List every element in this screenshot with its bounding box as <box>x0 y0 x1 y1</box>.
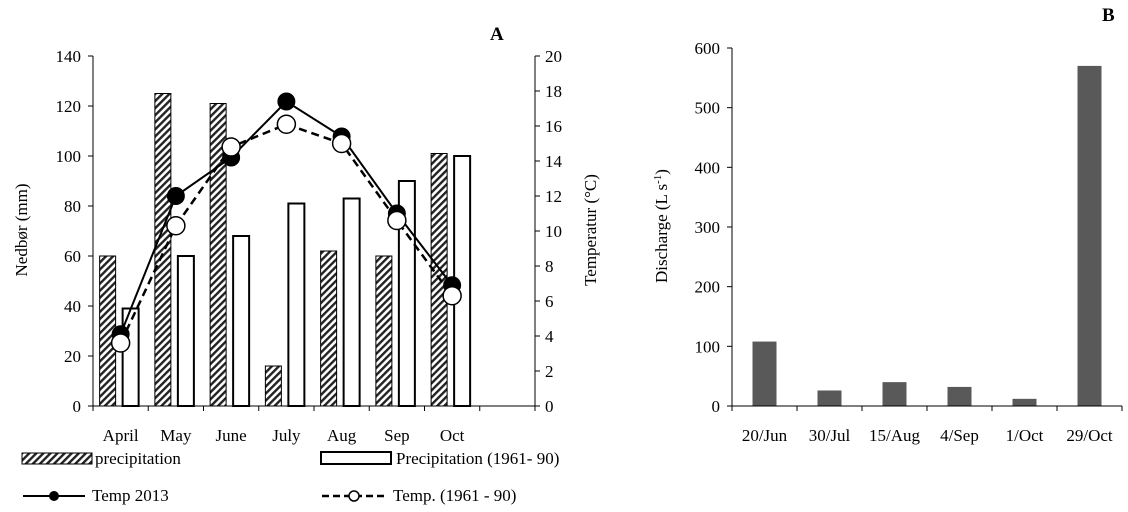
chart-a-x-tick-label: June <box>216 426 247 445</box>
chart-a-y2-tick-label: 4 <box>545 327 554 346</box>
chart-a-y-tick-label: 80 <box>64 197 81 216</box>
temp-2013-point <box>277 92 296 111</box>
chart-a-y-axis-title: Nedbør (mm) <box>12 183 31 276</box>
chart-a-y2-tick-label: 20 <box>545 47 562 66</box>
legend-marker-temp-2013 <box>49 491 59 501</box>
bar-precipitation-normal <box>287 202 306 407</box>
legend-label-temp-2013: Temp 2013 <box>92 486 169 505</box>
chart-b-y-tick-label: 500 <box>695 99 721 118</box>
chart-a-x-tick-label: July <box>272 426 301 445</box>
legend-label-temp-normal: Temp. (1961 - 90) <box>393 486 516 505</box>
chart-b-x-tick-label: 29/Oct <box>1066 426 1113 445</box>
temp-normal-point <box>387 210 407 231</box>
temp-normal-point <box>221 137 241 157</box>
temp-normal-point <box>276 114 297 134</box>
chart-b-x-tick-label: 20/Jun <box>742 426 788 445</box>
chart-a-x-tick-label: May <box>160 426 192 445</box>
legend-swatch-precipitation <box>21 452 93 465</box>
chart-a-y-tick-label: 20 <box>64 347 81 366</box>
chart-a-y-tick-label: 60 <box>64 247 81 266</box>
bar-precipitation-normal <box>232 235 251 407</box>
chart-a-y2-tick-label: 10 <box>545 222 562 241</box>
chart-a-y-tick-label: 0 <box>73 397 82 416</box>
chart-a-y2-tick-label: 12 <box>545 187 562 206</box>
chart-b-x-tick-label: 15/Aug <box>869 426 921 445</box>
legend-label-precipitation: precipitation <box>95 449 181 468</box>
chart-a-y2-tick-label: 16 <box>545 117 562 136</box>
chart-a-y2-tick-label: 0 <box>545 397 554 416</box>
chart-b-y-tick-label: 600 <box>695 39 721 58</box>
panel-b-label: B <box>1102 5 1115 26</box>
chart-a-y-tick-label: 140 <box>56 47 82 66</box>
chart-a-y-tick-label: 100 <box>56 147 82 166</box>
chart-a-legend: precipitation Precipitation (1961- 90) T… <box>21 449 559 505</box>
chart-a: A Nedbør (mm) Temperatur (°C) 0204060801… <box>12 24 600 505</box>
chart-a-x-tick-label: Oct <box>440 426 465 445</box>
chart-b-y-tick-label: 100 <box>695 337 721 356</box>
chart-a-y2-tick-label: 18 <box>545 82 562 101</box>
temp-2013-point <box>166 187 185 205</box>
chart-b-y-tick-label: 200 <box>695 278 721 297</box>
chart-a-y2-tick-label: 6 <box>545 292 554 311</box>
bar-discharge <box>882 382 907 406</box>
temp-normal-point <box>110 333 131 353</box>
bar-discharge <box>1077 65 1102 407</box>
panel-a-label: A <box>490 24 504 45</box>
bar-precipitation-normal <box>176 255 195 407</box>
chart-a-y-tick-label: 120 <box>56 97 82 116</box>
legend-marker-temp-normal <box>348 490 360 502</box>
bar-discharge <box>817 390 842 406</box>
chart-a-x-tick-label: Sep <box>384 426 410 445</box>
chart-b-x-tick-label: 1/Oct <box>1006 426 1044 445</box>
bar-precipitation <box>320 250 338 407</box>
chart-b-x-tick-label: 4/Sep <box>940 426 979 445</box>
bar-discharge <box>752 341 777 406</box>
bar-precipitation-normal <box>342 197 361 407</box>
bar-discharge <box>1012 398 1037 406</box>
legend-swatch-precipitation-normal <box>320 451 392 465</box>
legend-label-precipitation-normal: Precipitation (1961- 90) <box>396 449 559 468</box>
temp-normal-point <box>442 286 462 306</box>
chart-b-y-tick-label: 400 <box>695 158 721 177</box>
bar-discharge <box>947 386 972 406</box>
bar-precipitation <box>264 365 282 407</box>
chart-b-y-tick-label: 0 <box>712 397 721 416</box>
chart-b-y-axis-title: Discharge (L s-1) <box>652 169 671 283</box>
chart-a-y2-axis-title: Temperatur (°C) <box>581 174 600 286</box>
chart-a-y-tick-label: 40 <box>64 297 81 316</box>
chart-a-y2-tick-label: 14 <box>545 152 563 171</box>
chart-b-y-tick-label: 300 <box>695 218 721 237</box>
chart-b: B Discharge (L s-1) 0100200300400500600 … <box>652 5 1123 445</box>
chart-b-x-tick-label: 30/Jul <box>809 426 851 445</box>
chart-a-y2-tick-label: 2 <box>545 362 554 381</box>
chart-a-y2-tick-label: 8 <box>545 257 554 276</box>
temp-normal-point <box>331 133 352 154</box>
bar-precipitation <box>154 93 172 407</box>
chart-a-x-tick-label: Aug <box>327 426 357 445</box>
chart-a-x-tick-label: April <box>103 426 139 445</box>
bar-precipitation <box>375 255 393 407</box>
temp-normal-point <box>166 216 186 236</box>
